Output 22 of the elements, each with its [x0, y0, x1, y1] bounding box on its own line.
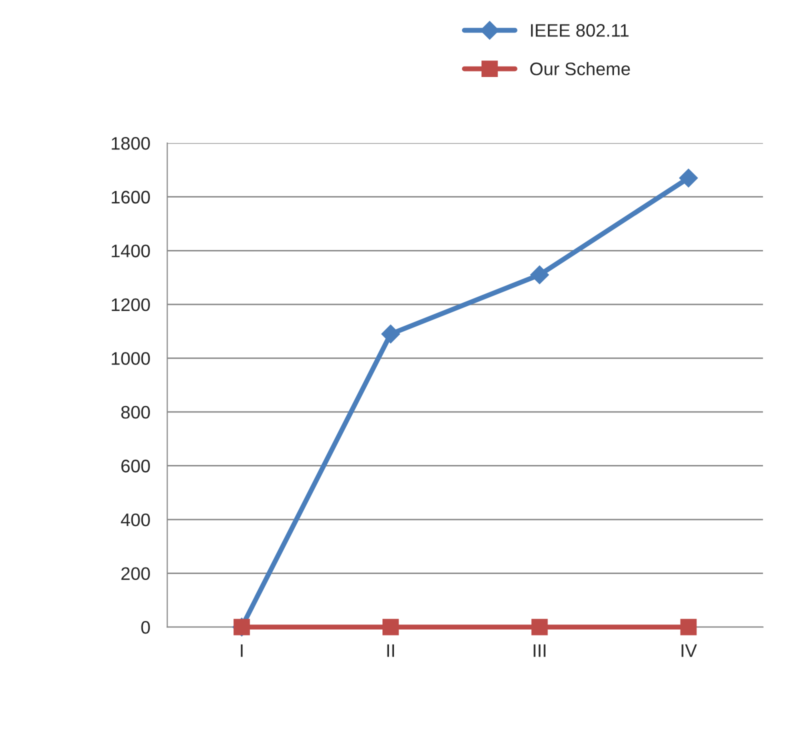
- point: [531, 618, 548, 636]
- point: [679, 168, 698, 188]
- x-tick-label: II: [387, 644, 394, 657]
- y-tick-label: 1800: [112, 137, 150, 150]
- y-tick-label: 1200: [112, 298, 150, 312]
- y-tick-label: 800: [121, 406, 150, 419]
- y-tick-label: 0: [141, 621, 150, 634]
- point: [680, 618, 697, 636]
- x-tick-label: I: [240, 644, 243, 657]
- x-tick-label: IV: [682, 644, 697, 657]
- y-tick-label: 1000: [112, 352, 150, 365]
- y-tick-label: 200: [121, 567, 150, 580]
- point: [530, 265, 549, 284]
- y-tick-label: 600: [121, 460, 150, 472]
- y-tick-label: 1600: [112, 190, 150, 204]
- point: [382, 618, 399, 636]
- legend-label: IEEE 802.11: [531, 24, 629, 37]
- y-tick-label: 1400: [112, 244, 150, 258]
- point: [381, 324, 400, 344]
- y-tick-label: 400: [120, 513, 150, 526]
- x-tick-label: III: [534, 644, 546, 657]
- legend-label: Our Scheme: [530, 62, 630, 76]
